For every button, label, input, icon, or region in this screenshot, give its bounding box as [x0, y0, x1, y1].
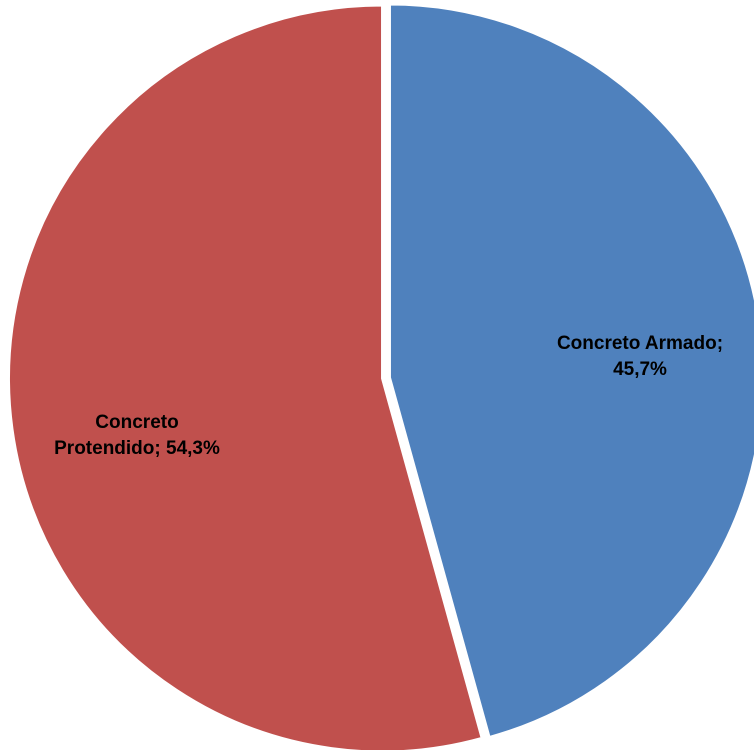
- pie-slice-concreto-protendido: [8, 4, 483, 753]
- pie-slices: [8, 3, 754, 753]
- pie-label-line: Protendido; 54,3%: [54, 438, 220, 459]
- pie-label-line: 45,7%: [613, 359, 667, 380]
- pie-slice-concreto-armado: [388, 3, 754, 739]
- pie-label-concreto-armado: Concreto Armado; 45,7%: [557, 333, 723, 380]
- pie-label-line: Concreto Armado;: [557, 333, 723, 354]
- pie-label-line: Concreto: [95, 412, 178, 433]
- pie-labels: Concreto Armado; 45,7% Concreto Protendido;…: [54, 333, 723, 459]
- pie-label-concreto-protendido: Concreto Protendido; 54,3%: [54, 412, 220, 459]
